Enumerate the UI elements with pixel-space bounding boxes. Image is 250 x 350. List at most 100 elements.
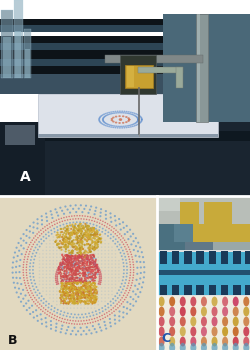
Circle shape — [70, 279, 72, 281]
Circle shape — [64, 258, 66, 260]
Circle shape — [126, 251, 127, 252]
Circle shape — [242, 317, 248, 327]
Circle shape — [56, 304, 57, 306]
Circle shape — [90, 242, 93, 244]
Circle shape — [80, 246, 82, 248]
Circle shape — [66, 229, 68, 231]
Circle shape — [132, 290, 134, 293]
Circle shape — [62, 290, 64, 293]
Circle shape — [70, 301, 71, 302]
Circle shape — [95, 242, 97, 244]
Circle shape — [104, 305, 106, 307]
Circle shape — [104, 125, 106, 126]
Circle shape — [76, 235, 78, 238]
Circle shape — [70, 263, 71, 265]
Circle shape — [68, 238, 70, 240]
Circle shape — [73, 236, 74, 238]
Circle shape — [18, 271, 20, 273]
Circle shape — [86, 272, 88, 274]
Circle shape — [56, 229, 58, 231]
Circle shape — [76, 252, 78, 254]
Circle shape — [73, 277, 74, 278]
Circle shape — [94, 242, 96, 244]
Circle shape — [101, 224, 102, 225]
Circle shape — [20, 244, 22, 247]
Circle shape — [49, 287, 50, 288]
Circle shape — [58, 267, 60, 268]
Circle shape — [100, 287, 102, 288]
Circle shape — [94, 265, 96, 267]
Circle shape — [104, 240, 106, 241]
Circle shape — [98, 229, 100, 231]
Circle shape — [86, 294, 88, 296]
Circle shape — [65, 244, 67, 246]
Circle shape — [128, 282, 129, 284]
Circle shape — [86, 232, 88, 234]
Circle shape — [94, 263, 96, 265]
Circle shape — [16, 292, 18, 294]
Circle shape — [52, 250, 54, 251]
Circle shape — [111, 267, 112, 268]
Circle shape — [91, 293, 93, 295]
Circle shape — [92, 270, 94, 272]
Circle shape — [78, 250, 81, 252]
Circle shape — [90, 257, 93, 259]
Circle shape — [80, 253, 82, 255]
Circle shape — [118, 273, 119, 275]
Circle shape — [81, 262, 83, 264]
Circle shape — [58, 247, 60, 249]
Circle shape — [90, 263, 92, 265]
Circle shape — [86, 234, 88, 236]
Circle shape — [87, 260, 88, 261]
Circle shape — [76, 237, 78, 239]
Circle shape — [60, 288, 62, 290]
Circle shape — [65, 279, 67, 281]
Circle shape — [88, 248, 90, 251]
Circle shape — [58, 272, 60, 274]
Circle shape — [70, 259, 72, 261]
Circle shape — [72, 258, 74, 259]
Circle shape — [107, 246, 109, 248]
Circle shape — [57, 246, 59, 248]
Circle shape — [64, 289, 66, 291]
Circle shape — [102, 120, 104, 121]
Circle shape — [125, 276, 127, 278]
Circle shape — [82, 271, 84, 273]
Circle shape — [76, 299, 78, 301]
Circle shape — [85, 275, 87, 277]
Circle shape — [89, 238, 92, 240]
Circle shape — [83, 281, 85, 282]
Circle shape — [59, 264, 61, 266]
Circle shape — [190, 343, 196, 350]
Circle shape — [90, 253, 92, 255]
Circle shape — [66, 265, 68, 267]
Circle shape — [122, 288, 123, 290]
Circle shape — [64, 235, 66, 237]
Circle shape — [86, 255, 88, 257]
Circle shape — [136, 288, 138, 290]
Circle shape — [138, 278, 141, 280]
Circle shape — [70, 260, 72, 261]
Circle shape — [62, 280, 64, 282]
Circle shape — [91, 220, 92, 221]
Circle shape — [66, 284, 68, 285]
Circle shape — [64, 245, 66, 247]
Circle shape — [122, 312, 124, 314]
Circle shape — [90, 287, 92, 288]
Circle shape — [45, 326, 47, 328]
Circle shape — [78, 247, 80, 250]
Circle shape — [98, 118, 100, 119]
Circle shape — [78, 287, 80, 289]
Circle shape — [84, 274, 86, 276]
Circle shape — [80, 334, 82, 336]
Circle shape — [91, 293, 93, 295]
Circle shape — [122, 316, 124, 318]
Circle shape — [86, 270, 88, 272]
Circle shape — [63, 240, 64, 241]
Circle shape — [71, 290, 73, 292]
Circle shape — [66, 219, 68, 221]
Circle shape — [71, 262, 73, 264]
Circle shape — [78, 288, 80, 290]
Circle shape — [66, 255, 68, 257]
Circle shape — [107, 231, 109, 233]
